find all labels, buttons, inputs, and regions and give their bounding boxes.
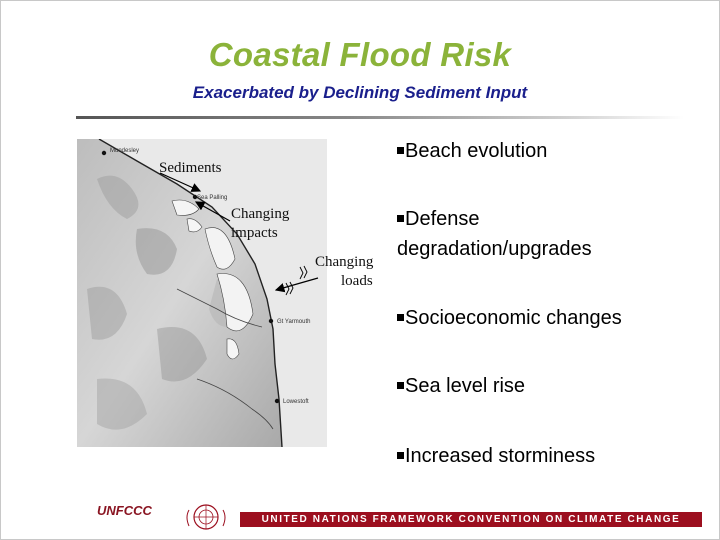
bullet-marker-icon [397,382,404,389]
bullet-text: degradation/upgrades [397,238,592,260]
bullet-item: Sea level rise [397,374,525,398]
changing-loads-label: Changing [315,254,374,270]
town-label: Lowestoft [283,399,309,405]
bullet-text: Beach evolution [405,140,548,162]
bullet-item: Increased storminess [397,444,595,468]
bullet-text: Increased storminess [405,445,596,467]
bullet-item: Beach evolution [397,139,547,163]
bullet-text: Sea level rise [405,375,526,397]
slide-title: Coastal Flood Risk [208,36,512,73]
unfccc-logo: UNFCCC [97,503,152,518]
bullet-marker-icon [397,452,404,459]
bullet-marker-icon [397,314,404,321]
bullet-text: Socioeconomic changes [405,307,622,329]
bullet-marker-icon [397,147,404,154]
changing-impacts-label: impacts [231,225,278,241]
sediments-label: Sediments [159,160,222,176]
slide-subtitle: Exacerbated by Declining Sediment Input [192,83,528,102]
bullet-item: Defense [397,207,480,231]
bullet-text: Defense [405,208,480,230]
bullet-item-continuation: degradation/upgrades [397,237,592,261]
banner-text: UNITED NATIONS FRAMEWORK CONVENTION ON C… [261,514,681,525]
coastal-map: Mundesley Sea Palling Gt Yarmouth Lowest… [77,139,327,447]
bullet-item: Socioeconomic changes [397,306,622,330]
unfccc-banner: UNITED NATIONS FRAMEWORK CONVENTION ON C… [240,512,702,527]
town-label: Gt Yarmouth [277,319,310,325]
bullet-marker-icon [397,215,404,222]
changing-impacts-label: Changing [231,206,290,222]
un-emblem-icon [186,504,226,530]
title-divider [76,116,684,119]
town-label: Sea Palling [197,195,227,201]
changing-loads-label: loads [341,273,373,289]
town-label: Mundesley [110,148,139,154]
